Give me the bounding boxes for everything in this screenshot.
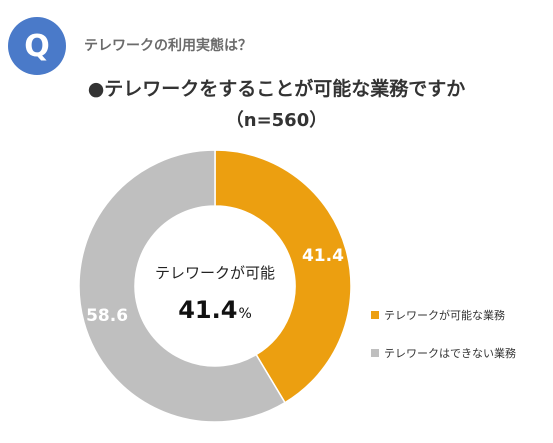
- legend-swatch-possible: [371, 311, 379, 319]
- legend-item-possible: テレワークが可能な業務: [371, 307, 516, 323]
- chart-title: ●テレワークをすることが可能な業務ですか: [87, 78, 466, 100]
- data-label-impossible: 58.6: [86, 306, 128, 326]
- center-value: 41.4%: [140, 296, 290, 324]
- donut-slice-possible: [214, 149, 352, 404]
- chart-subtitle: （n=560）: [225, 110, 328, 131]
- center-label: テレワークが可能: [154, 264, 275, 282]
- legend-label-possible: テレワークが可能な業務: [384, 309, 505, 322]
- center-value-number: 41.4: [178, 296, 238, 324]
- legend-label-impossible: テレワークはできない業務: [384, 347, 516, 360]
- question-text: テレワークの利用実態は？: [84, 38, 252, 54]
- donut-slice-impossible: [78, 149, 286, 423]
- question-badge: Q: [8, 17, 66, 75]
- data-label-possible: 41.4: [302, 246, 344, 266]
- center-value-unit: %: [238, 306, 252, 322]
- chart-legend: テレワークが可能な業務 テレワークはできない業務: [371, 307, 516, 361]
- legend-swatch-impossible: [371, 349, 379, 357]
- legend-item-impossible: テレワークはできない業務: [371, 345, 516, 361]
